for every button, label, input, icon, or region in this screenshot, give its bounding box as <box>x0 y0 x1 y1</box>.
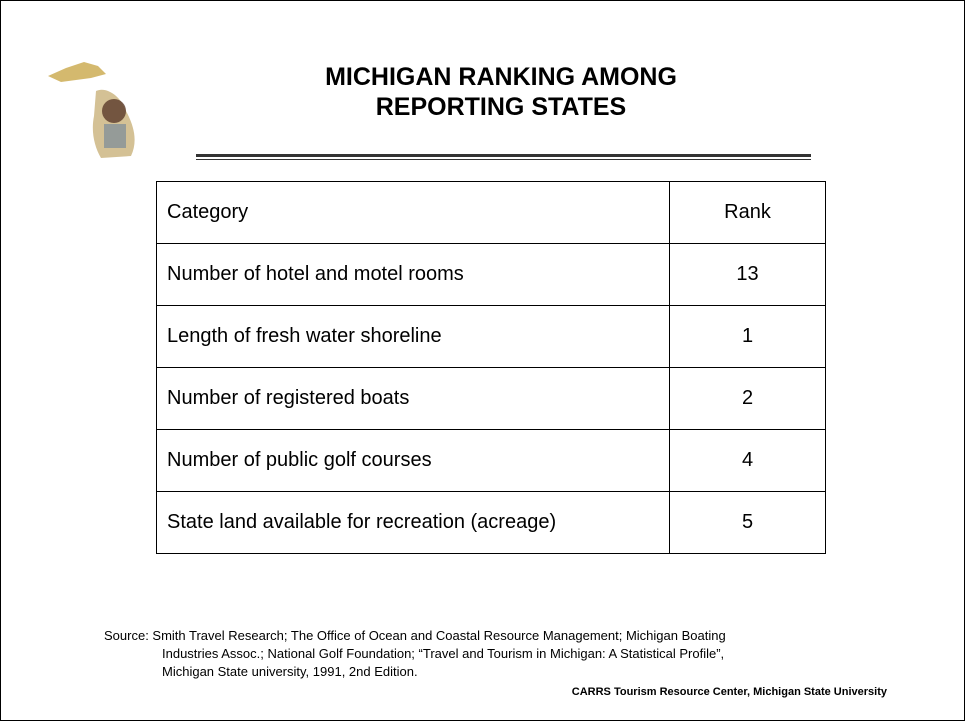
rank-cell: 2 <box>669 367 826 430</box>
category-cell: Number of registered boats <box>156 367 670 430</box>
rank-cell: 1 <box>669 305 826 368</box>
row: Number of registered boats 2 <box>156 367 826 430</box>
rank-cell: 13 <box>669 243 826 306</box>
title-line: REPORTING STATES <box>375 93 627 121</box>
header-cell: Rank <box>669 181 826 244</box>
ranking-table: Category Rank Number of hotel and motel … <box>156 181 826 554</box>
row: State land available for recreation (acr… <box>156 491 826 554</box>
row: Length of fresh water shoreline 1 <box>156 305 826 368</box>
source-line: Source: Smith Travel Research; The Offic… <box>104 628 726 643</box>
category-cell: Number of hotel and motel rooms <box>156 243 670 306</box>
category-cell: Number of public golf courses <box>156 429 670 492</box>
header-cell: Category <box>156 181 670 244</box>
header-row: Category Rank <box>156 181 826 244</box>
row: Number of hotel and motel rooms 13 <box>156 243 826 306</box>
source-line: Michigan State university, 1991, 2nd Edi… <box>162 664 418 679</box>
title-line: MICHIGAN RANKING AMONG <box>325 63 677 91</box>
rank-cell: 4 <box>669 429 826 492</box>
michigan-logo <box>48 62 135 158</box>
row: Number of public golf courses 4 <box>156 429 826 492</box>
category-cell: Length of fresh water shoreline <box>156 305 670 368</box>
source-line: Industries Assoc.; National Golf Foundat… <box>162 646 725 661</box>
category-cell: State land available for recreation (acr… <box>156 491 670 554</box>
credit: CARRS Tourism Resource Center, Michigan … <box>571 686 887 698</box>
rank-cell: 5 <box>669 491 826 554</box>
title-rule <box>196 154 811 157</box>
title-rule <box>196 159 811 160</box>
